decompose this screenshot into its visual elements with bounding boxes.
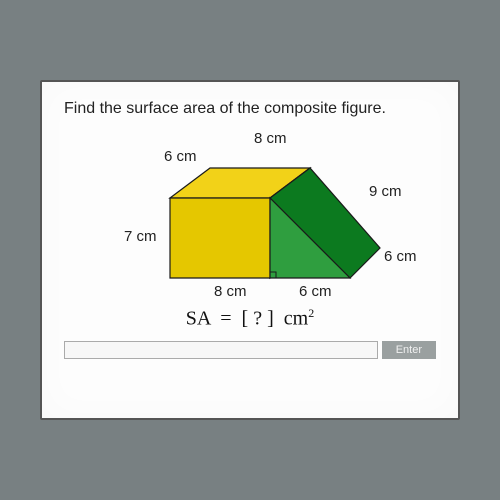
dim-right: 6 cm [384, 248, 417, 265]
composite-figure: 8 cm 6 cm 9 cm 7 cm 6 cm 8 cm 6 cm [64, 128, 436, 298]
figure-svg [110, 128, 390, 298]
worksheet-screen: Find the surface area of the composite f… [40, 80, 460, 420]
answer-row: Enter [64, 341, 436, 359]
dim-bottom-left: 8 cm [214, 283, 247, 300]
answer-input[interactable] [64, 341, 378, 359]
formula: SA = [ ? ] cm2 [64, 306, 436, 331]
formula-placeholder: [ ? ] [242, 308, 274, 330]
formula-eq: = [220, 308, 231, 330]
formula-lhs: SA [186, 308, 210, 330]
question-text: Find the surface area of the composite f… [64, 100, 436, 118]
dim-top-right: 8 cm [254, 130, 287, 147]
prism-front [170, 198, 270, 278]
formula-unit: cm [284, 308, 308, 330]
dim-bottom-right: 6 cm [299, 283, 332, 300]
dim-top-left: 6 cm [164, 148, 197, 165]
dim-left: 7 cm [124, 228, 157, 245]
formula-exp: 2 [308, 306, 314, 320]
enter-button[interactable]: Enter [382, 341, 436, 359]
dim-slant: 9 cm [369, 183, 402, 200]
